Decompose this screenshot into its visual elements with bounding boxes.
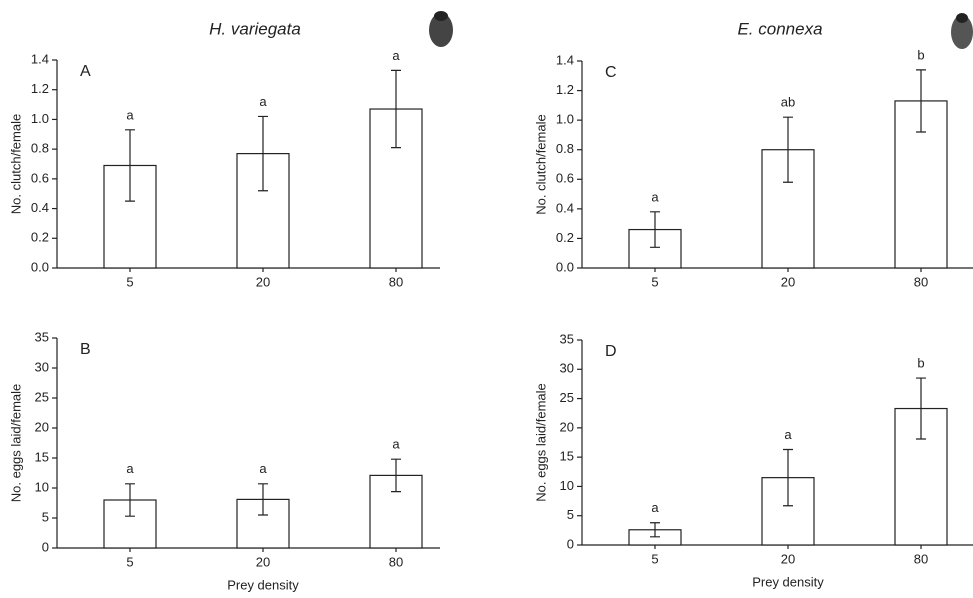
y-tick-label: 30 (560, 361, 574, 376)
x-tick-label: 20 (256, 554, 270, 569)
y-tick-label: 15 (35, 449, 49, 464)
significance-label: b (917, 47, 924, 62)
x-tick-label: 20 (781, 274, 795, 289)
x-tick-label: 80 (914, 274, 928, 289)
significance-label: b (917, 356, 924, 371)
panel-label: D (605, 343, 617, 360)
panel-label: C (605, 64, 617, 81)
significance-label: a (392, 48, 400, 63)
y-tick-label: 35 (560, 331, 574, 346)
error-bar (391, 458, 401, 493)
y-tick-label: 20 (35, 419, 49, 434)
x-tick-label: 80 (389, 274, 403, 289)
y-tick-label: 0.8 (556, 141, 574, 156)
significance-label: ab (781, 95, 795, 110)
significance-label: a (259, 94, 267, 109)
bar (628, 228, 682, 269)
x-tick-label: 5 (651, 274, 658, 289)
y-tick-label: 1.2 (31, 81, 49, 96)
y-tick-label: 10 (35, 479, 49, 494)
y-tick-label: 5 (567, 507, 574, 522)
significance-label: a (784, 427, 792, 442)
y-tick-label: 20 (560, 419, 574, 434)
y-tick-label: 0.8 (31, 141, 49, 156)
y-tick-label: 1.2 (556, 82, 574, 97)
x-tick-label: 5 (126, 274, 133, 289)
y-tick-label: 0.2 (556, 230, 574, 245)
x-tick-label: 5 (126, 554, 133, 569)
y-axis-label: No. eggs laid/female (8, 384, 23, 503)
significance-label: a (126, 461, 134, 476)
x-tick-label: 20 (781, 551, 795, 566)
x-tick-label: 80 (389, 554, 403, 569)
y-tick-label: 1.0 (31, 111, 49, 126)
significance-label: a (651, 189, 659, 204)
y-tick-label: 15 (560, 449, 574, 464)
y-tick-label: 0.4 (556, 200, 574, 215)
significance-label: a (392, 437, 400, 452)
x-axis-label: Prey density (227, 577, 299, 592)
y-tick-label: 35 (35, 329, 49, 344)
error-bar (916, 377, 926, 440)
panel-label: B (80, 341, 91, 358)
error-bar (258, 115, 268, 192)
x-tick-label: 80 (914, 551, 928, 566)
y-axis-label: No. clutch/female (533, 114, 548, 214)
y-tick-label: 0.0 (31, 259, 49, 274)
y-tick-label: 30 (35, 359, 49, 374)
y-axis-label: No. eggs laid/female (533, 383, 548, 502)
y-tick-label: 0.0 (556, 259, 574, 274)
y-tick-label: 1.4 (556, 52, 574, 67)
y-tick-label: 5 (42, 509, 49, 524)
error-bar (258, 483, 268, 516)
chart-title: E. connexa (737, 19, 822, 38)
y-tick-label: 0.6 (31, 170, 49, 185)
significance-label: a (126, 107, 134, 122)
panel-label: A (80, 63, 91, 80)
x-tick-label: 5 (651, 551, 658, 566)
y-tick-label: 1.4 (31, 51, 49, 66)
beetle-icon (429, 11, 973, 49)
error-bar (650, 211, 660, 248)
y-tick-label: 0.6 (556, 171, 574, 186)
error-bar (783, 116, 793, 183)
error-bar (391, 69, 401, 149)
y-tick-label: 0.2 (31, 230, 49, 245)
error-bar (916, 69, 926, 133)
significance-label: a (259, 461, 267, 476)
error-bar (125, 483, 135, 517)
y-axis-label: No. clutch/female (8, 114, 23, 214)
y-tick-label: 25 (35, 389, 49, 404)
y-tick-label: 25 (560, 390, 574, 405)
error-bar (125, 129, 135, 202)
y-tick-label: 1.0 (556, 112, 574, 127)
error-bar (650, 522, 660, 538)
x-tick-label: 20 (256, 274, 270, 289)
y-tick-label: 0 (42, 539, 49, 554)
y-tick-label: 10 (560, 478, 574, 493)
y-tick-label: 0 (567, 536, 574, 551)
chart-title: H. variegata (209, 19, 301, 38)
x-axis-label: Prey density (752, 574, 824, 589)
y-tick-label: 0.4 (31, 200, 49, 215)
significance-label: a (651, 500, 659, 515)
error-bar (783, 448, 793, 507)
